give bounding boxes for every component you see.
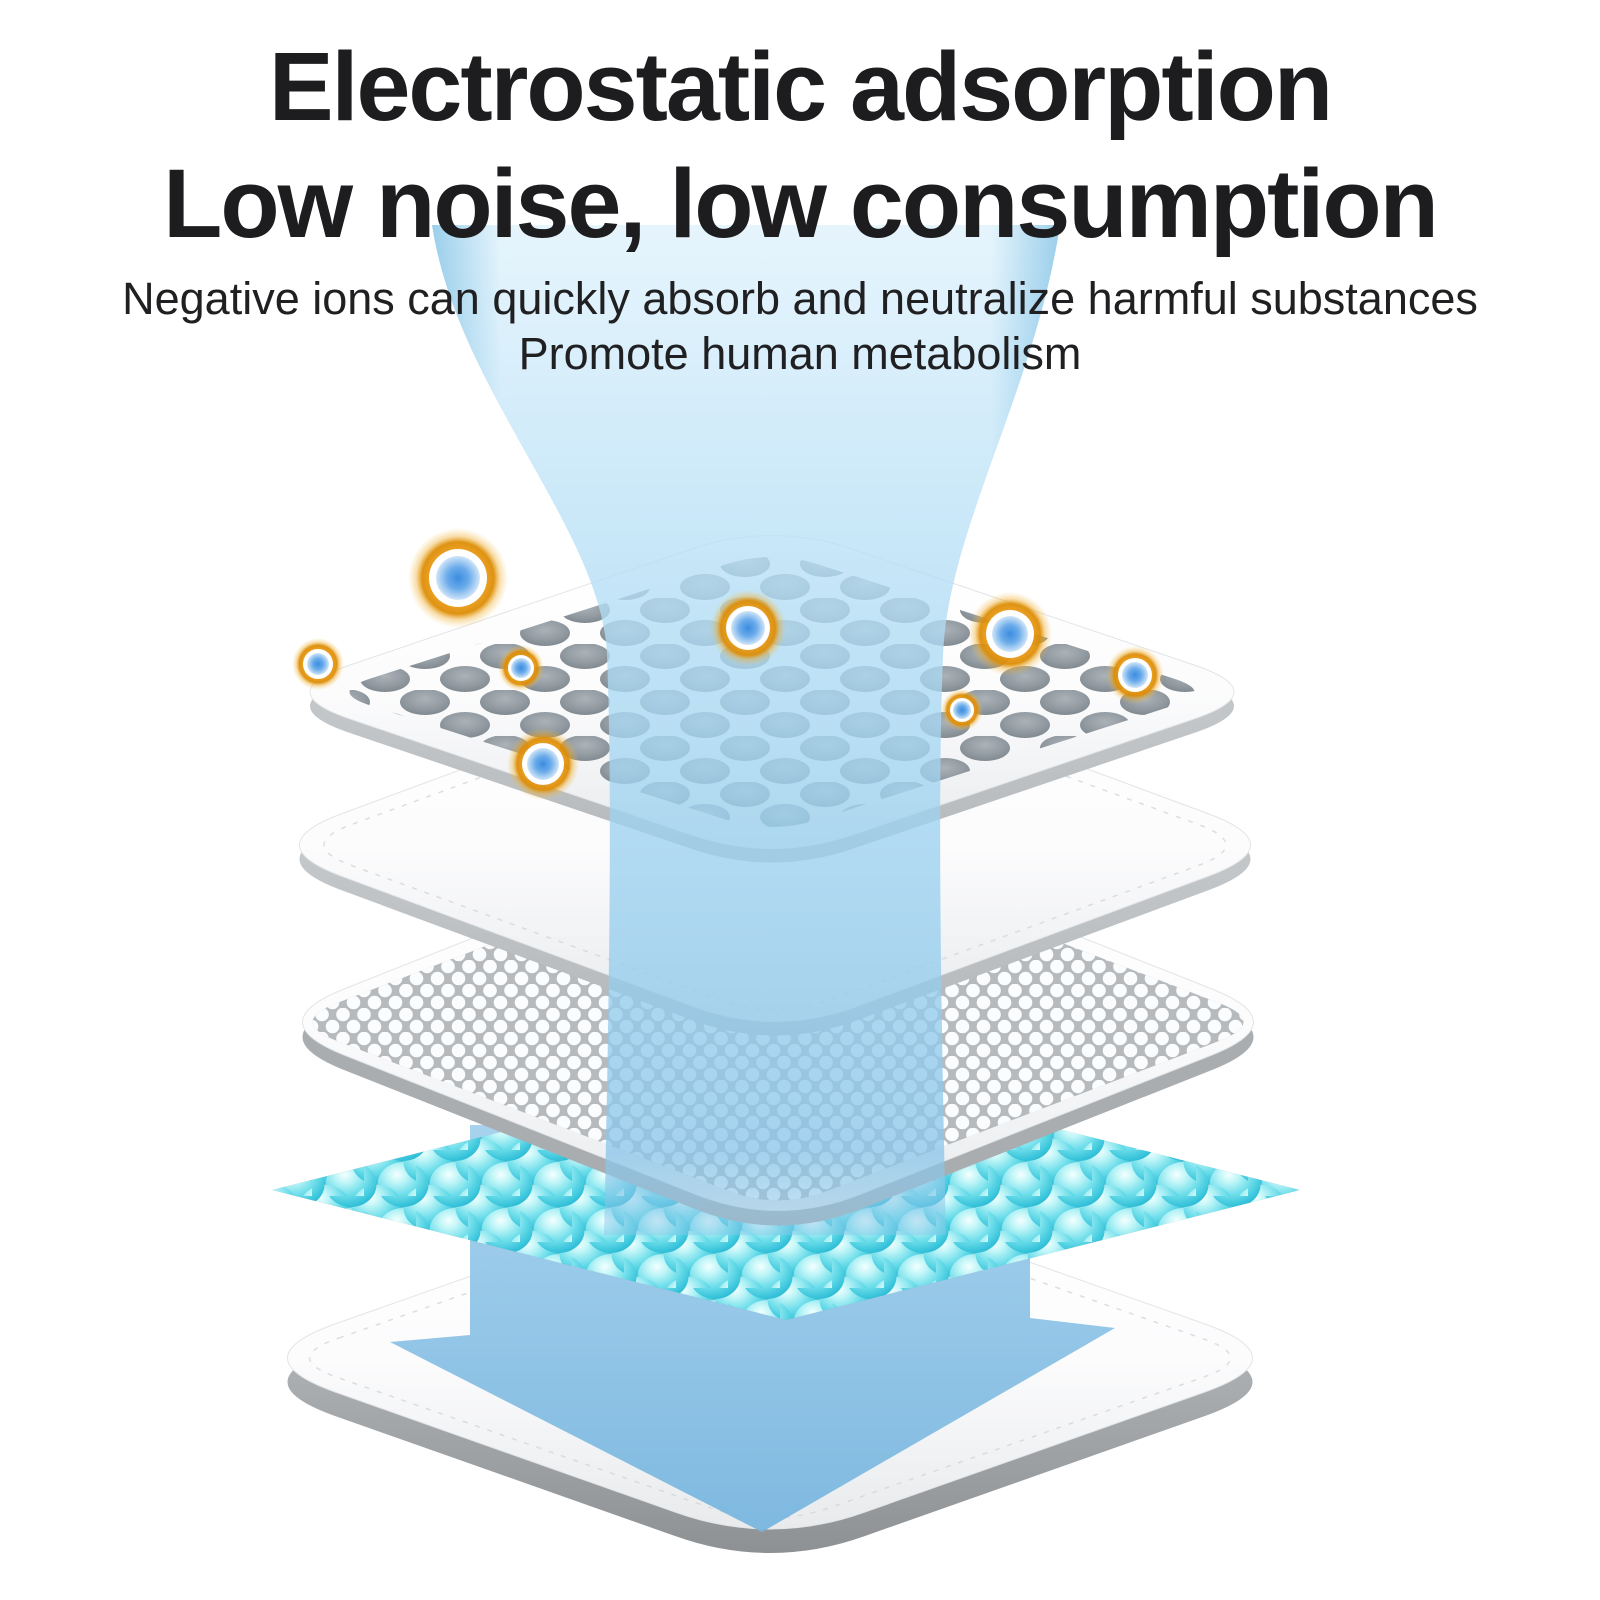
- ion-particle: [498, 645, 544, 691]
- ion-particle: [507, 728, 579, 800]
- ion-particles: [292, 528, 1164, 800]
- ion-particle: [1106, 646, 1164, 704]
- ion-particle: [968, 592, 1052, 676]
- airflow-funnel: [432, 225, 1060, 1235]
- ion-particle: [408, 528, 508, 628]
- ion-particle: [710, 590, 786, 666]
- ion-particle: [941, 689, 983, 731]
- ion-particle: [292, 638, 344, 690]
